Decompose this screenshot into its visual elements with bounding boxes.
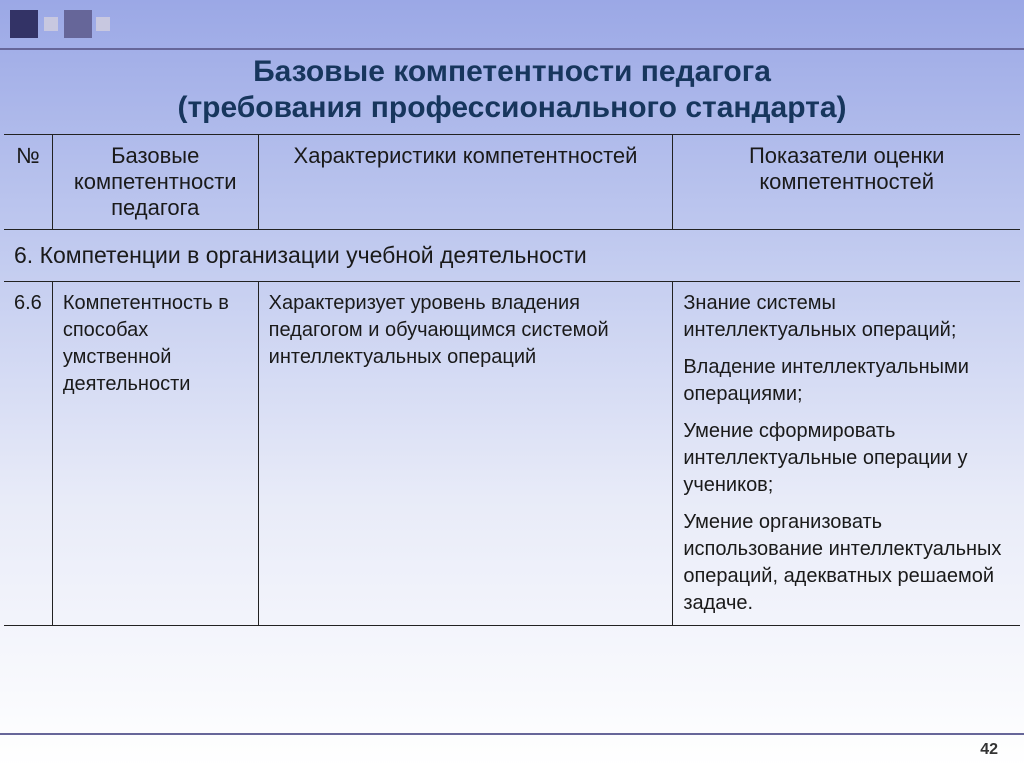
- cell-characteristics: Характеризует уровень владения педагогом…: [258, 282, 673, 626]
- competency-table: № Базовые компетентности педагога Характ…: [4, 134, 1020, 630]
- col-header-number: №: [4, 135, 52, 230]
- slide-title: Базовые компетентности педагога (требова…: [0, 54, 1024, 126]
- cell-indicators: Знание системы интеллектуальных операций…: [673, 282, 1020, 626]
- cell-number: 6.6: [4, 282, 52, 626]
- section-title: 6. Компетенции в организации учебной дея…: [4, 230, 1020, 282]
- page-number: 42: [980, 741, 998, 759]
- indicator-item: Владение интеллектуальными операциями;: [683, 354, 1010, 408]
- table-header-row: № Базовые компетентности педагога Характ…: [4, 135, 1020, 230]
- decor-square-dark: [10, 10, 38, 38]
- indicator-item: Умение сформировать интеллектуальные опе…: [683, 418, 1010, 499]
- decor-square-mid: [64, 10, 92, 38]
- indicator-item: Знание системы интеллектуальных операций…: [683, 290, 1010, 344]
- title-line-2: (требования профессионального стандарта): [177, 91, 846, 124]
- slide-container: Базовые компетентности педагога (требова…: [0, 0, 1024, 767]
- cell-competency-name: Компетентность в способах умственной дея…: [52, 282, 258, 626]
- decor-square-light: [96, 17, 110, 31]
- col-header-indicators: Показатели оценки компетентностей: [673, 135, 1020, 230]
- top-rule: [0, 48, 1024, 50]
- col-header-competency: Базовые компетентности педагога: [52, 135, 258, 230]
- decor-square-light: [44, 17, 58, 31]
- decor-squares: [0, 0, 110, 48]
- col-header-characteristics: Характеристики компетентностей: [258, 135, 673, 230]
- bottom-rule: [0, 733, 1024, 735]
- indicator-item: Умение организовать использование интелл…: [683, 509, 1010, 617]
- title-line-1: Базовые компетентности педагога: [253, 55, 771, 88]
- table-row: 6.6 Компетентность в способах умственной…: [4, 282, 1020, 626]
- section-row: 6. Компетенции в организации учебной дея…: [4, 230, 1020, 282]
